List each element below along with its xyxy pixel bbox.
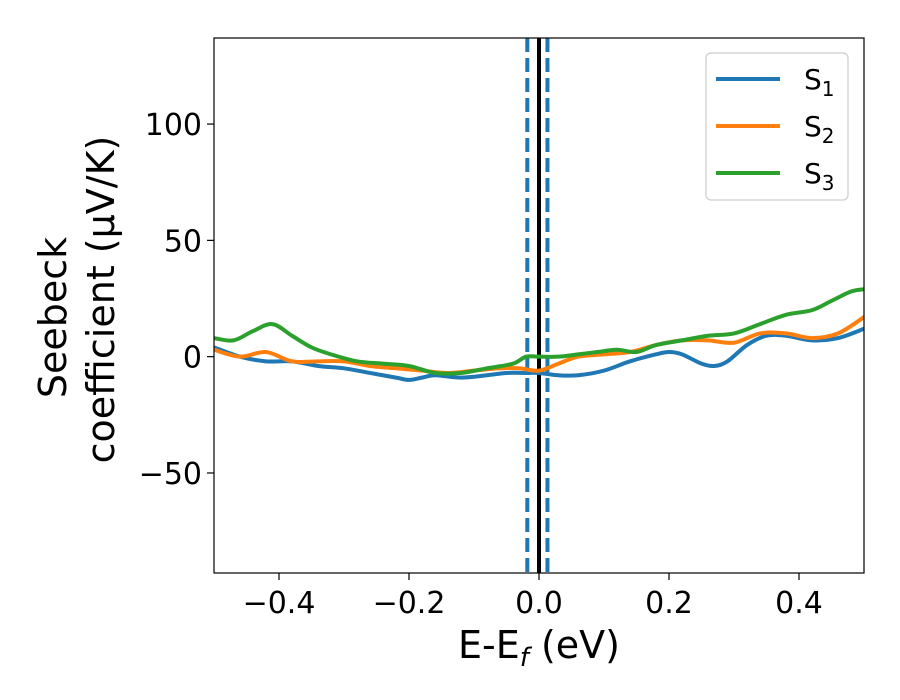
x-tick-label: 0.4	[775, 586, 823, 621]
y-axis: −50 0 50 100	[139, 108, 214, 492]
x-tick-label: 0.2	[645, 586, 693, 621]
reference-lines	[525, 38, 550, 573]
legend-label-s2: S2	[804, 110, 835, 148]
legend: S1 S2 S3	[705, 52, 849, 201]
x-axis-label: E-Ef (eV)	[458, 623, 620, 673]
y-axis-label-line2: coefficient (μV/K)	[79, 136, 123, 464]
x-axis-label-unit: (eV)	[529, 623, 620, 667]
y-tick-label: 100	[145, 108, 202, 143]
x-tick-label: −0.2	[373, 586, 446, 621]
y-tick-label: 50	[164, 224, 202, 259]
y-tick-label: −50	[139, 457, 202, 492]
series-lines	[214, 287, 864, 382]
series-line-s2	[214, 315, 864, 375]
series-line-s1	[214, 326, 864, 382]
y-axis-label-line1: Seebeck	[31, 237, 75, 398]
x-tick-label: 0.0	[515, 586, 563, 621]
legend-label-s1: S1	[804, 63, 835, 101]
x-axis-label-main: E-E	[458, 623, 520, 667]
legend-label-s3: S3	[804, 157, 835, 195]
x-axis: −0.4 −0.2 0.0 0.2 0.4	[243, 573, 823, 621]
y-tick-label: 0	[183, 341, 202, 376]
x-tick-label: −0.4	[243, 586, 316, 621]
series-line-s3	[214, 287, 864, 376]
